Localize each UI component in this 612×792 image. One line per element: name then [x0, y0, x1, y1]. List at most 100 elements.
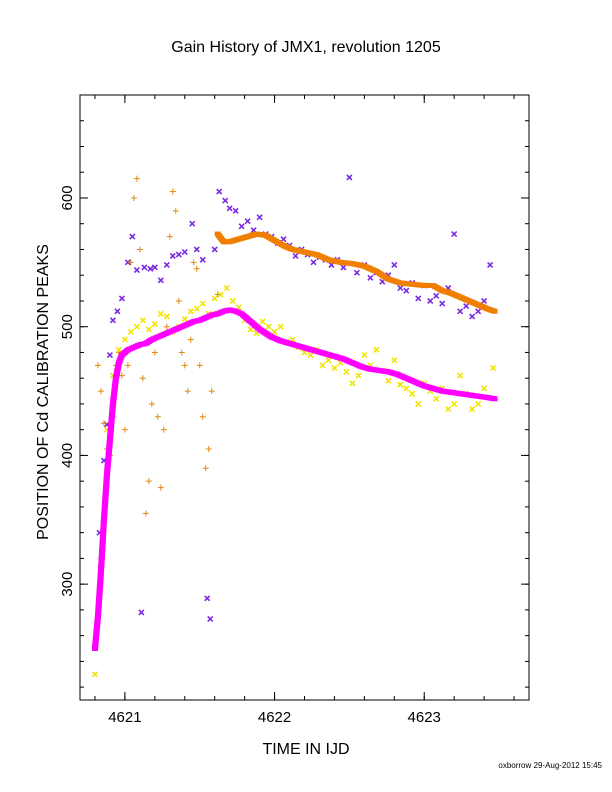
data-point — [451, 230, 458, 238]
data-point — [130, 194, 137, 201]
data-point — [199, 256, 206, 263]
data-point — [172, 207, 179, 214]
data-point — [211, 295, 218, 302]
data-point — [445, 406, 452, 413]
data-point — [415, 295, 422, 302]
data-point — [169, 252, 176, 259]
data-point — [124, 362, 131, 369]
data-point — [397, 381, 404, 388]
data-point — [193, 265, 200, 272]
data-point — [310, 259, 317, 266]
data-point — [109, 317, 116, 324]
data-point — [349, 380, 356, 387]
data-point — [226, 205, 233, 212]
data-point — [190, 259, 197, 266]
data-point — [169, 188, 176, 195]
data-point — [244, 218, 251, 225]
data-point — [238, 223, 245, 230]
data-point — [367, 274, 374, 281]
data-point — [361, 351, 368, 359]
data-point — [385, 377, 392, 384]
plot-frame — [79, 94, 530, 701]
data-point — [451, 400, 458, 408]
data-point — [178, 349, 185, 356]
data-point — [463, 303, 470, 310]
data-point — [331, 364, 338, 371]
data-point — [433, 395, 440, 402]
data-point — [355, 372, 362, 379]
data-point — [202, 465, 209, 472]
y-axis-ticks: 300 400 500 600 — [59, 120, 529, 688]
data-point — [187, 336, 194, 343]
data-point — [121, 336, 128, 343]
data-point — [481, 297, 488, 305]
data-point — [207, 615, 214, 622]
data-point — [175, 251, 182, 258]
series-orange_cross — [94, 175, 221, 517]
data-point — [391, 261, 398, 268]
data-point — [163, 313, 170, 320]
data-point — [457, 372, 464, 379]
data-point — [163, 261, 170, 268]
y-tick-label: 600 — [59, 185, 76, 210]
data-point — [475, 308, 482, 315]
data-point — [151, 349, 158, 356]
x-tick-label: 4621 — [108, 709, 141, 726]
footer-credit: oxborrow 29-Aug-2012 15:45 — [498, 761, 602, 770]
y-tick-label: 400 — [59, 443, 76, 468]
data-point — [491, 308, 498, 314]
data-point — [223, 285, 230, 292]
data-point — [139, 375, 146, 382]
data-point — [205, 445, 212, 452]
series-orange — [214, 231, 498, 314]
data-point — [340, 264, 347, 271]
data-point — [277, 323, 284, 330]
data-point — [280, 236, 287, 243]
y-tick-label: 500 — [59, 314, 76, 339]
data-point — [292, 252, 299, 259]
data-point — [145, 478, 152, 485]
data-point — [409, 390, 416, 397]
data-point — [187, 308, 194, 315]
data-point — [271, 328, 278, 335]
data-point — [229, 297, 236, 305]
data-point — [166, 233, 173, 240]
data-point — [469, 406, 476, 413]
data-point — [151, 321, 158, 328]
x-axis-label: TIME IN IJD — [262, 741, 349, 758]
data-point — [415, 400, 422, 408]
data-point — [199, 300, 206, 307]
data-point — [118, 295, 125, 302]
data-point — [481, 385, 488, 392]
data-point — [127, 259, 134, 266]
x-tick-label: 4622 — [258, 709, 291, 726]
data-point — [397, 285, 404, 292]
series-magenta — [91, 307, 498, 652]
data-point — [457, 308, 464, 315]
data-point — [136, 246, 143, 253]
data-point — [343, 368, 350, 375]
data-point — [403, 385, 410, 392]
chart-title: Gain History of JMX1, revolution 1205 — [171, 39, 441, 56]
data-point — [157, 277, 164, 284]
data-point — [151, 264, 158, 271]
data-point — [216, 188, 223, 195]
data-point — [133, 266, 140, 274]
data-point — [133, 175, 140, 182]
data-point — [222, 197, 229, 204]
data-point — [475, 400, 482, 408]
data-point — [100, 420, 107, 427]
data-point — [118, 372, 125, 379]
data-point — [204, 595, 211, 602]
data-point — [94, 362, 101, 369]
data-point — [259, 318, 266, 325]
data-point — [141, 264, 148, 271]
x-tick-label: 4623 — [408, 709, 441, 726]
data-point — [114, 308, 121, 315]
data-point — [175, 297, 182, 304]
data-point — [433, 292, 440, 299]
data-point — [196, 362, 203, 369]
data-point — [97, 388, 104, 395]
data-point — [121, 426, 128, 433]
